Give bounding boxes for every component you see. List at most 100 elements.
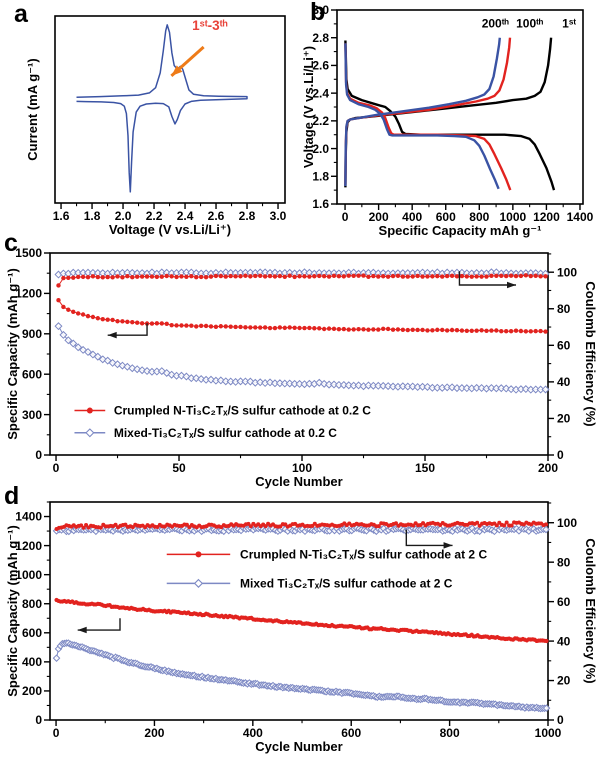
annotation-text: 100ᵗʰ (516, 16, 544, 30)
series-crumpled-capacity-2c (54, 597, 549, 644)
svg-text:Crumpled N-Ti₃C₂Tₓ/S sulfur ca: Crumpled N-Ti₃C₂Tₓ/S sulfur cathode at 2… (240, 547, 487, 561)
svg-text:150: 150 (415, 461, 435, 475)
svg-text:Mixed-Ti₃C₂Tₓ/S sulfur cathode: Mixed-Ti₃C₂Tₓ/S sulfur cathode at 0.2 C (114, 426, 337, 440)
series-crumpled-capacity-0-2c (56, 298, 548, 334)
panel-c-label: c (4, 229, 18, 257)
svg-text:Cycle Number: Cycle Number (255, 474, 342, 489)
annotation-arrow (77, 618, 121, 634)
svg-text:Voltage (V vs.Li/Li⁺): Voltage (V vs.Li/Li⁺) (109, 222, 231, 237)
svg-text:1.8: 1.8 (312, 169, 329, 183)
svg-text:0: 0 (342, 210, 349, 224)
svg-text:2.6: 2.6 (312, 59, 329, 73)
svg-text:60: 60 (557, 339, 571, 353)
svg-text:1.8: 1.8 (84, 209, 101, 223)
svg-text:2.6: 2.6 (208, 209, 225, 223)
series-mixed-capacity-0-2c (54, 322, 550, 394)
svg-text:20: 20 (557, 412, 571, 426)
svg-text:100: 100 (557, 265, 577, 279)
svg-text:800: 800 (22, 597, 42, 611)
annotation-arrow (405, 529, 453, 549)
svg-text:1200: 1200 (15, 287, 42, 301)
svg-text:200: 200 (22, 684, 42, 698)
svg-text:Specific Capacity (mAh g⁻¹): Specific Capacity (mAh g⁻¹) (5, 525, 20, 697)
axes-a: 1.6 1.8 2.0 2.2 2.4 2.6 2.8 3.0 Voltage (V vs.Li… (25, 15, 287, 237)
series-1st-charge (344, 37, 553, 188)
svg-text:100: 100 (557, 516, 577, 530)
svg-text:800: 800 (469, 210, 489, 224)
annotation-arrow (107, 323, 148, 339)
annotation-text: 1ˢᵗ (562, 16, 576, 30)
series-cv-cycles-1-3 (76, 24, 248, 193)
svg-text:Coulomb Efficiency (%): Coulomb Efficiency (%) (583, 281, 598, 426)
svg-text:800: 800 (440, 726, 460, 740)
series-crumpled-ce-0-2c (56, 273, 548, 288)
svg-text:1000: 1000 (15, 568, 42, 582)
svg-text:2.0: 2.0 (115, 209, 132, 223)
panel-d-label: d (4, 482, 20, 510)
svg-text:0: 0 (35, 448, 42, 462)
annotation-text: 1ˢᵗ-3ᵗʰ (192, 18, 227, 33)
svg-text:Specific Capacity (mAh g⁻¹): Specific Capacity (mAh g⁻¹) (5, 268, 20, 440)
svg-text:300: 300 (22, 408, 42, 422)
svg-text:40: 40 (557, 375, 571, 389)
svg-text:3.0: 3.0 (312, 3, 329, 17)
panel-a-label: a (14, 0, 28, 28)
svg-text:100: 100 (292, 461, 312, 475)
panel-b-voltage-profile-chart: 0 200 400 600 800 1000 1200 1400 Specific Capaci… (301, 3, 594, 238)
svg-text:60: 60 (557, 595, 571, 609)
legend: Crumpled N-Ti₃C₂Tₓ/S sulfur cathode at 0… (74, 404, 371, 440)
svg-text:1000: 1000 (500, 210, 527, 224)
svg-text:2.0: 2.0 (312, 142, 329, 156)
panel-b-label: b (310, 0, 326, 26)
panel-a-cv-chart: 1.6 1.8 2.0 2.2 2.4 2.6 2.8 3.0 Voltage (V vs.Li… (25, 15, 287, 237)
svg-text:Cycle Number: Cycle Number (255, 739, 342, 754)
svg-text:400: 400 (402, 210, 422, 224)
svg-text:200: 200 (144, 726, 164, 740)
svg-text:Crumpled N-Ti₃C₂Tₓ/S sulfur c: Crumpled N-Ti₃C₂Tₓ/S sulfur cathode at 0… (114, 404, 371, 418)
svg-text:Specific Capacity mAh g⁻¹: Specific Capacity mAh g⁻¹ (379, 223, 542, 238)
svg-text:0: 0 (53, 461, 60, 475)
svg-text:2.8: 2.8 (312, 31, 329, 45)
svg-text:200: 200 (369, 210, 389, 224)
series-100th-discharge (344, 43, 512, 191)
series-200th-discharge (344, 43, 500, 190)
svg-text:1200: 1200 (15, 539, 42, 553)
legend: Crumpled N-Ti₃C₂Tₓ/S sulfur cathode at 2… (166, 547, 487, 590)
svg-text:0: 0 (557, 713, 564, 727)
svg-text:0: 0 (53, 726, 60, 740)
svg-text:0: 0 (35, 713, 42, 727)
svg-text:2.2: 2.2 (312, 114, 329, 128)
series-crumpled-ce-2c (54, 520, 549, 532)
svg-text:400: 400 (22, 655, 42, 669)
annotation-text: 200ᵗʰ (482, 16, 510, 30)
svg-text:600: 600 (341, 726, 361, 740)
svg-text:400: 400 (243, 726, 263, 740)
svg-text:200: 200 (538, 461, 558, 475)
svg-text:1.6: 1.6 (312, 197, 329, 211)
svg-text:80: 80 (557, 302, 571, 316)
svg-text:1200: 1200 (533, 210, 560, 224)
svg-text:2.4: 2.4 (177, 209, 194, 223)
svg-text:Current (mA g⁻¹): Current (mA g⁻¹) (25, 58, 40, 160)
svg-text:1000: 1000 (535, 726, 562, 740)
svg-text:1400: 1400 (567, 210, 594, 224)
svg-text:1.6: 1.6 (53, 209, 70, 223)
axes-b: 0 200 400 600 800 1000 1200 1400 Specific Capaci… (301, 3, 594, 238)
svg-text:2.8: 2.8 (239, 209, 256, 223)
svg-text:40: 40 (557, 634, 571, 648)
svg-text:600: 600 (22, 626, 42, 640)
svg-text:1500: 1500 (15, 246, 42, 260)
svg-text:2.2: 2.2 (146, 209, 163, 223)
svg-text:Voltage (V vs.Li/Li⁺): Voltage (V vs.Li/Li⁺) (301, 46, 316, 168)
svg-text:3.0: 3.0 (270, 209, 287, 223)
svg-text:80: 80 (557, 555, 571, 569)
svg-text:50: 50 (172, 461, 186, 475)
series-mixed-capacity-2c (52, 639, 551, 713)
svg-text:1400: 1400 (15, 510, 42, 524)
series-200th-charge (344, 37, 501, 187)
